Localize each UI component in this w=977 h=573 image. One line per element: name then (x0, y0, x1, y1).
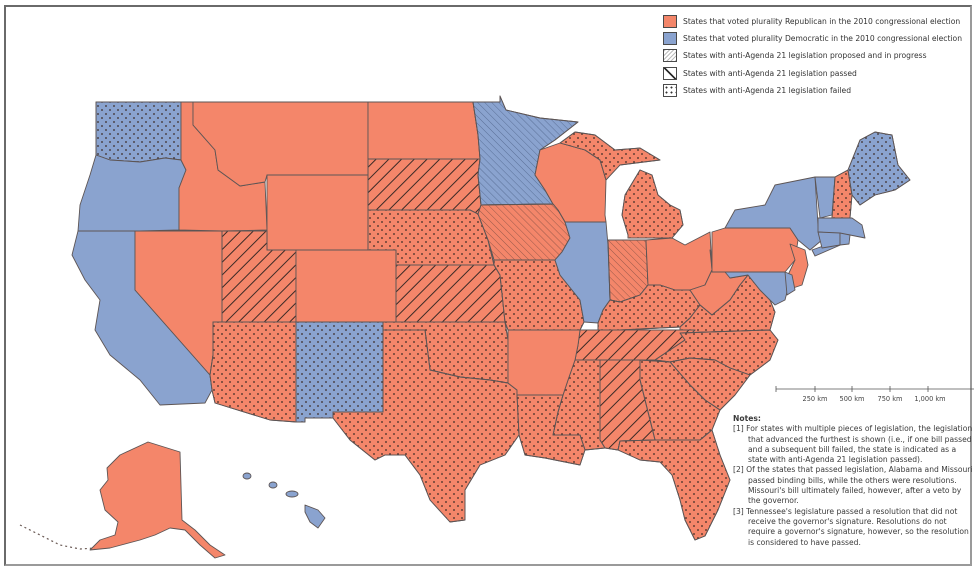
state-kansas (395, 264, 506, 323)
state-delaware (784, 271, 796, 296)
legend-item-proposed: States with anti-Agenda 21 legislation p… (663, 48, 962, 64)
state-south-carolina (669, 357, 751, 411)
legend: States that voted plurality Republican i… (663, 13, 962, 100)
state-south-dakota (367, 158, 482, 215)
legend-label: States that voted plurality Republican i… (683, 16, 961, 26)
state-minnesota (472, 95, 579, 206)
legend-item-passed: States with anti-Agenda 21 legislation p… (663, 65, 962, 81)
state-michigan (559, 131, 684, 239)
swatch-failed-dots-icon (663, 84, 677, 98)
scale-labels: 250 km 500 km 750 km 1,000 km (775, 385, 975, 411)
state-indiana (607, 239, 649, 303)
state-maine (847, 131, 911, 206)
state-new-mexico (295, 321, 384, 423)
state-louisiana (516, 394, 586, 466)
state-new-hampshire (831, 169, 853, 219)
swatch-proposed-hatch-icon (663, 49, 677, 63)
state-hawaii (242, 472, 326, 529)
state-arizona (209, 321, 297, 423)
state-ohio (645, 231, 713, 291)
state-kentucky (597, 284, 701, 331)
state-connecticut (817, 231, 841, 249)
swatch-republican-icon (663, 14, 677, 28)
note-3: [3] Tennessee's legislature passed a res… (733, 506, 969, 547)
state-tennessee (574, 329, 696, 361)
state-colorado (295, 249, 397, 323)
aleutian-islands (19, 524, 96, 550)
state-arkansas (507, 329, 581, 396)
state-iowa (477, 203, 571, 261)
scale-label-250: 250 km (802, 395, 828, 403)
legend-label: States with anti-Agenda 21 legislation p… (683, 68, 857, 78)
state-florida (617, 429, 731, 541)
legend-item-republican: States that voted plurality Republican i… (663, 13, 962, 29)
scale-label-750: 750 km (877, 395, 903, 403)
state-new-jersey (787, 243, 809, 289)
state-rhode-island (839, 232, 851, 246)
swatch-passed-hatch-icon (663, 66, 677, 80)
state-north-dakota (367, 101, 481, 160)
state-alaska (89, 441, 226, 559)
state-washington (95, 101, 182, 163)
notes-title: Notes: (733, 414, 761, 423)
note-2: [2] Of the states that passed legislatio… (733, 465, 973, 506)
state-utah (221, 230, 297, 323)
notes-panel: Notes: [1] For states with multiple piec… (733, 414, 973, 548)
swatch-democratic-icon (663, 31, 677, 45)
state-texas (332, 329, 520, 523)
note-1: [1] For states with multiple pieces of l… (733, 424, 973, 465)
legend-item-democratic: States that voted plurality Democratic i… (663, 30, 962, 46)
legend-label: States that voted plurality Democratic i… (683, 33, 963, 43)
scale-label-500: 500 km (839, 395, 865, 403)
state-nebraska (367, 209, 495, 266)
state-oregon (77, 154, 187, 232)
state-wyoming (266, 174, 369, 251)
legend-label: States with anti-Agenda 21 legislation f… (683, 86, 852, 96)
state-pennsylvania (711, 227, 799, 273)
legend-label: States with anti-Agenda 21 legislation p… (683, 51, 927, 61)
scale-bar (775, 386, 974, 392)
legend-item-failed: States with anti-Agenda 21 legislation f… (663, 83, 962, 99)
scale-label-1000: 1,000 km (914, 395, 946, 403)
